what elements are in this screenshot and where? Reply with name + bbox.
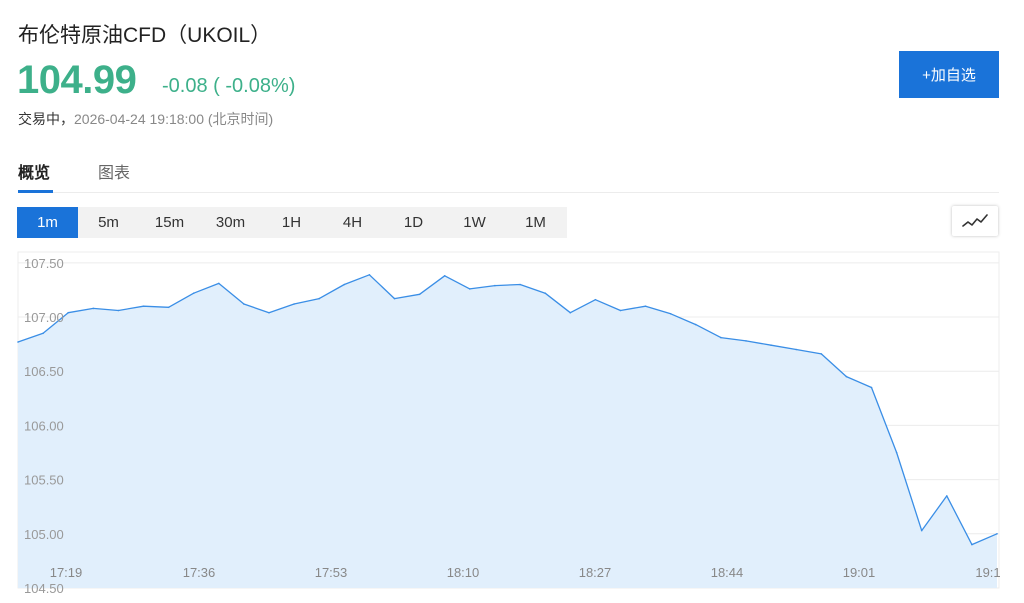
data-point <box>544 292 546 295</box>
y-tick-label: 105.00 <box>24 527 64 542</box>
data-point <box>418 293 421 296</box>
data-point <box>17 341 19 343</box>
data-point <box>720 336 722 339</box>
active-tab-indicator <box>18 190 53 193</box>
data-point <box>870 386 873 389</box>
y-tick-label: 107.50 <box>24 256 64 271</box>
tab-overview[interactable]: 概览 <box>18 165 51 182</box>
interval-1m[interactable]: 1m <box>17 207 78 238</box>
data-point <box>569 311 572 314</box>
data-point <box>895 451 898 454</box>
x-tick-label: 19:01 <box>843 565 876 580</box>
y-tick-label: 104.50 <box>24 581 64 596</box>
data-point <box>343 283 346 286</box>
x-tick-label: 17:36 <box>183 565 216 580</box>
data-point <box>243 303 245 305</box>
data-point <box>318 297 321 300</box>
interval-1w[interactable]: 1W <box>463 214 486 231</box>
data-point <box>594 298 597 301</box>
price-line <box>17 274 998 546</box>
data-point <box>142 305 145 308</box>
price-area <box>18 274 997 588</box>
timestamp: 2026-04-24 19:18:00 (北京时间) <box>74 111 274 127</box>
data-point <box>293 303 295 305</box>
interval-1d[interactable]: 1D <box>403 214 424 231</box>
data-point <box>695 323 697 326</box>
data-point <box>92 307 95 310</box>
status-label: 交易中， <box>18 111 74 127</box>
data-point <box>519 283 521 286</box>
data-point <box>469 288 471 290</box>
data-point <box>368 274 371 276</box>
interval-4h[interactable]: 4H <box>342 214 363 231</box>
data-point <box>795 348 797 351</box>
x-tick-label: 18:27 <box>579 565 612 580</box>
data-point <box>268 311 270 314</box>
data-point <box>669 313 672 315</box>
data-point <box>494 284 496 287</box>
data-point <box>644 305 647 308</box>
y-tick-label: 106.00 <box>24 418 64 433</box>
x-tick-label: 18:44 <box>711 565 744 580</box>
data-point <box>820 353 823 355</box>
x-tick-label: 18:10 <box>447 565 480 580</box>
data-point <box>218 282 220 285</box>
x-tick-label: 17:19 <box>50 565 83 580</box>
data-point <box>845 375 848 378</box>
trading-status: 交易中，2026-04-24 19:18:00 (北京时间) <box>18 109 273 129</box>
data-point <box>393 297 396 300</box>
interval-30m[interactable]: 30m <box>215 214 246 231</box>
data-point <box>167 306 170 309</box>
data-point <box>619 309 622 312</box>
interval-15m[interactable]: 15m <box>154 214 185 231</box>
data-point <box>42 332 44 335</box>
data-point <box>443 275 446 277</box>
tab-chart[interactable]: 图表 <box>98 165 131 182</box>
data-point <box>996 533 998 535</box>
interval-selector: 1m 5m 15m 30m 1H 4H 1D 1W 1M <box>17 207 567 238</box>
tab-bar: 概览 图表 <box>18 157 999 193</box>
price-change: -0.08 ( -0.08%) <box>162 75 296 97</box>
x-tick-label: 19:1 <box>975 565 1000 580</box>
x-tick-label: 17:53 <box>315 565 348 580</box>
interval-1mo[interactable]: 1M <box>525 214 546 231</box>
data-point <box>745 340 747 342</box>
y-tick-label: 106.50 <box>24 364 64 379</box>
y-tick-label: 107.00 <box>24 310 64 325</box>
line-chart-icon <box>962 214 988 227</box>
data-point <box>67 311 69 314</box>
data-point <box>971 543 973 546</box>
current-price: 104.99 <box>17 58 137 102</box>
data-point <box>920 529 923 532</box>
data-point <box>192 292 195 295</box>
page-title: 布伦特原油CFD（UKOIL） <box>18 24 272 47</box>
interval-1h[interactable]: 1H <box>281 214 302 231</box>
interval-5m[interactable]: 5m <box>98 214 119 231</box>
data-point <box>770 344 772 347</box>
data-point <box>117 309 120 312</box>
chart-type-button[interactable] <box>952 206 998 236</box>
data-point <box>946 495 948 497</box>
add-watchlist-button[interactable]: +加自选 <box>899 51 999 98</box>
y-tick-label: 105.50 <box>24 473 64 488</box>
